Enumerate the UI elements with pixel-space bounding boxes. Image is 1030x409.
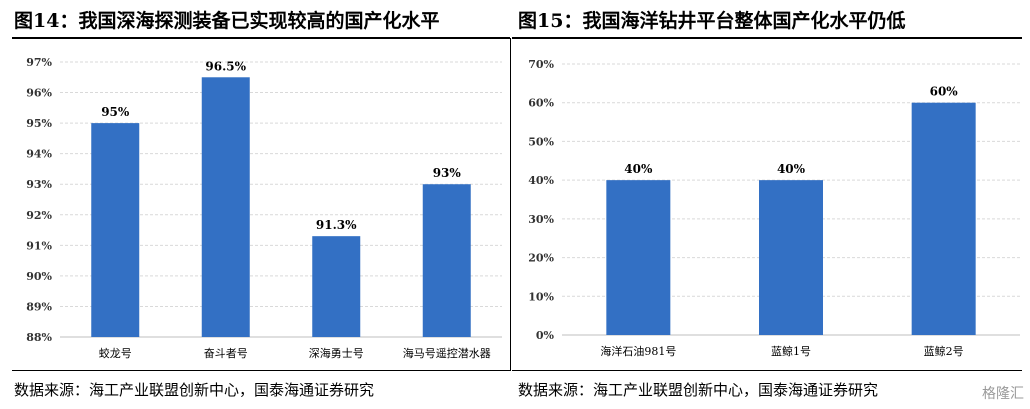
left-ytick-label: 91%	[26, 239, 52, 252]
right-bar	[759, 180, 823, 335]
left-ytick-label: 95%	[26, 117, 52, 130]
right-title-rule	[512, 37, 1022, 39]
right-figure-panel: 图15：我国海洋钻井平台整体国产化水平仍低 0% 10% 20% 30% 40% 50% 6…	[512, 0, 1030, 409]
left-category-label: 深海勇士号	[309, 346, 364, 360]
right-category-label: 蓝鲸1号	[771, 344, 811, 358]
right-ytick-label: 70%	[528, 58, 554, 71]
right-data-label: 40%	[777, 162, 806, 176]
right-source-rule	[512, 370, 1022, 371]
left-ytick-label: 90%	[26, 270, 52, 283]
left-data-label: 95%	[101, 105, 130, 119]
left-ytick-label: 97%	[26, 56, 52, 69]
left-bar	[201, 77, 250, 338]
left-source-rule	[12, 370, 510, 371]
panel-divider	[510, 38, 511, 371]
left-data-label: 91.3%	[316, 218, 357, 232]
right-ytick-label: 20%	[528, 252, 554, 265]
left-title-rule	[12, 37, 510, 39]
right-ytick-label: 10%	[528, 290, 554, 303]
right-bar	[911, 102, 976, 335]
right-ytick-label: 40%	[528, 174, 554, 187]
left-ytick-label: 88%	[26, 331, 52, 344]
left-data-label: 96.5%	[205, 59, 246, 73]
left-category-label: 蛟龙号	[99, 346, 132, 360]
left-bar	[312, 236, 361, 337]
right-data-label: 40%	[624, 162, 653, 176]
left-ytick-label: 92%	[26, 209, 52, 222]
right-data-label: 60%	[930, 85, 959, 99]
left-figure-panel: 图14：我国深海探测装备已实现较高的国产化水平 88% 89% 90% 91% 92% 9…	[0, 0, 510, 409]
right-ytick-label: 0%	[536, 329, 555, 342]
right-category-label: 海洋石油981号	[600, 344, 676, 358]
right-category-label: 蓝鲸2号	[924, 344, 964, 358]
right-ytick-label: 30%	[528, 213, 554, 226]
right-bar	[606, 180, 671, 335]
left-ytick-label: 94%	[26, 148, 52, 161]
watermark-logo: 格隆汇	[982, 386, 1024, 402]
left-category-label: 海马号遥控潜水器	[403, 346, 491, 360]
left-bar-chart: 88% 89% 90% 91% 92% 93% 94% 95% 96% 97% 95% 蛟龙号 96.5…	[26, 56, 502, 360]
right-figure-title: 图15：我国海洋钻井平台整体国产化水平仍低	[518, 10, 906, 32]
right-source-note: 数据来源：海工产业联盟创新中心，国泰海通证券研究	[518, 381, 879, 399]
right-ytick-label: 50%	[528, 135, 554, 148]
left-bar	[422, 184, 471, 337]
left-source-note: 数据来源：海工产业联盟创新中心，国泰海通证券研究	[14, 381, 375, 399]
left-figure-title: 图14：我国深海探测装备已实现较高的国产化水平	[14, 10, 440, 32]
left-data-label: 93%	[433, 166, 462, 180]
left-category-label: 奋斗者号	[204, 346, 248, 360]
left-ytick-label: 93%	[26, 178, 52, 191]
right-ytick-label: 60%	[528, 97, 554, 110]
left-bar	[91, 123, 140, 337]
right-bar-chart: 0% 10% 20% 30% 40% 50% 60% 70% 40% 海洋石油981号 40% 蓝鲸1…	[528, 58, 1020, 358]
left-ytick-label: 89%	[26, 300, 52, 313]
left-ytick-label: 96%	[26, 87, 52, 100]
